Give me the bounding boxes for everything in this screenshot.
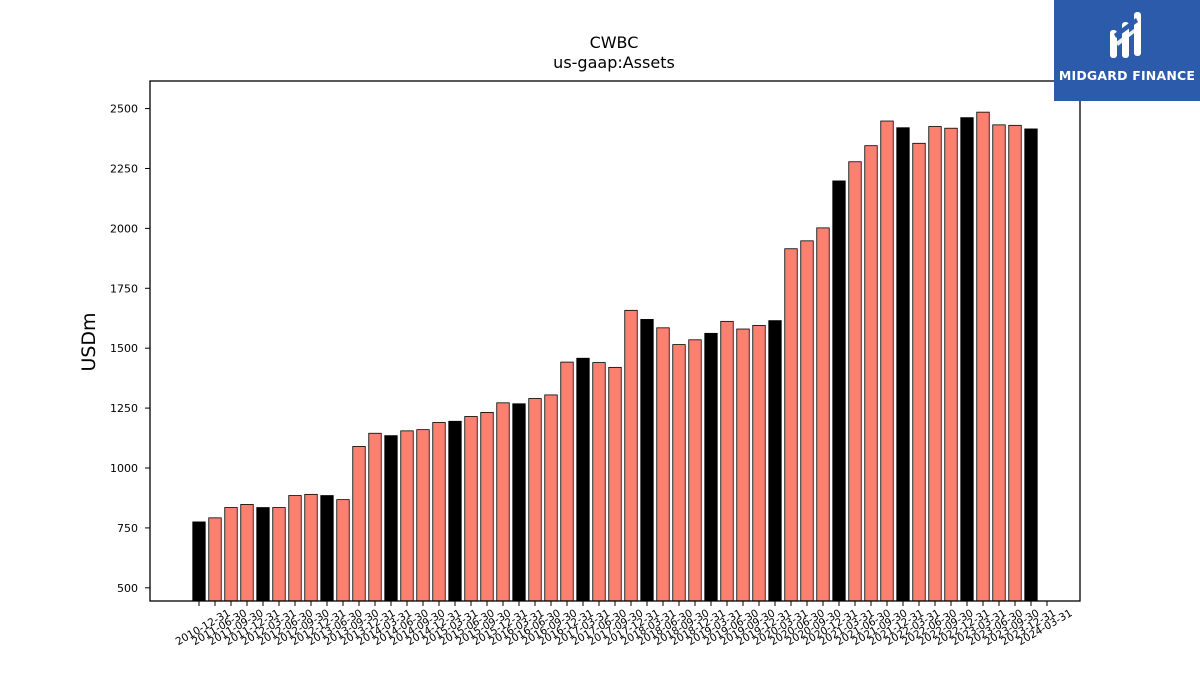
bar-2011-12-31 [256,507,270,602]
bar-2022-06-30 [928,126,942,602]
bar-2014-09-30 [432,422,446,602]
bar-2022-09-30 [944,127,958,602]
y-tick-label: 1250 [110,402,138,415]
bar-2017-09-30 [624,309,638,602]
chart-title: CWBC [590,33,639,52]
midgard-logo-icon [1110,12,1141,58]
y-tick-label: 1750 [110,282,138,295]
y-axis: 500 750 1000 1250 1500 1750 2000 2250 2500 [110,103,150,595]
bar-2015-03-31 [464,416,478,602]
bar-2019-12-31 [768,320,782,602]
bars-group [192,111,1038,602]
bar-2010-12-31 [192,521,206,602]
bar-2015-12-31 [512,403,526,602]
y-tick-label: 2000 [110,222,138,235]
brand-logo: MIDGARD FINANCE [1054,0,1200,101]
bar-2014-12-31 [448,420,462,602]
bar-2013-12-31 [384,435,398,602]
bar-2012-09-30 [304,493,318,602]
bar-2019-09-30 [752,325,766,602]
bar-2012-12-31 [320,495,334,602]
bar-2020-09-30 [816,227,830,602]
bar-2023-06-30 [992,124,1006,602]
brand-name: MIDGARD FINANCE [1058,68,1196,83]
y-tick-label: 750 [117,522,138,535]
chart-subtitle: us-gaap:Assets [553,53,675,72]
y-tick-label: 2250 [110,162,138,175]
bar-2021-06-30 [864,145,878,602]
bar-2017-03-31 [592,362,606,602]
bar-2018-12-31 [704,332,718,602]
bar-2016-09-30 [560,361,574,602]
bar-2020-12-31 [832,180,846,602]
bar-2017-06-30 [608,366,622,602]
bar-2018-09-30 [688,339,702,602]
bar-2021-03-31 [848,161,862,602]
bar-2016-12-31 [576,357,590,602]
bar-2011-09-30 [240,504,254,602]
bar-2015-06-30 [480,412,494,602]
y-tick-label: 500 [117,582,138,595]
bar-2023-09-30 [1008,124,1022,602]
bar-2021-09-30 [880,120,894,602]
bar-2018-03-31 [656,327,670,602]
y-tick-label: 1000 [110,462,138,475]
plot-frame [149,80,1081,602]
bar-2020-06-30 [800,240,814,602]
y-tick-label: 1500 [110,342,138,355]
bar-2013-06-30 [352,446,366,602]
bar-2011-03-31 [208,517,222,602]
bar-2021-12-31 [896,127,910,602]
bar-2023-12-31 [1024,128,1038,602]
bar-2016-03-31 [528,398,542,602]
bar-2014-03-31 [400,430,414,602]
y-axis-label: USDm [78,312,100,371]
bar-2013-03-31 [336,499,350,602]
bar-2022-03-31 [912,142,926,602]
bar-2019-03-31 [720,320,734,602]
bar-2016-06-30 [544,394,558,602]
bar-2012-03-31 [272,507,286,602]
bar-2015-09-30 [496,402,510,602]
bar-2014-06-30 [416,429,430,602]
bar-2018-06-30 [672,344,686,602]
bar-2013-09-30 [368,432,382,602]
x-axis: 2010-12-312011-06-302011-09-302011-12-31… [174,601,1075,648]
bar-2017-12-31 [640,319,654,602]
bar-2022-12-31 [960,117,974,602]
bar-2012-06-30 [288,495,302,602]
y-tick-label: 2500 [110,103,138,116]
bar-2019-06-30 [736,328,750,602]
bar-2020-03-31 [784,248,798,602]
bar-2011-06-30 [224,507,238,602]
bar-2023-03-31 [976,111,990,602]
